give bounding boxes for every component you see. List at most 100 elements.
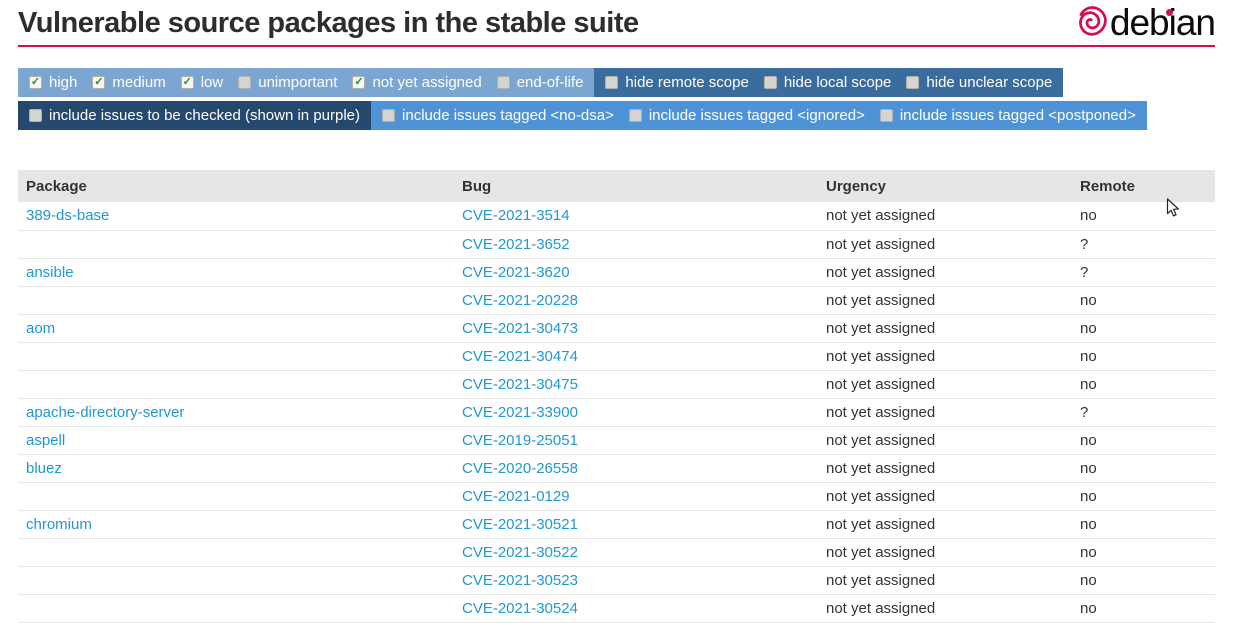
table-row: CVE-2021-3652 not yet assigned?	[18, 230, 1215, 259]
cve-link[interactable]: CVE-2021-30521	[462, 515, 578, 533]
urgency-cell: not yet assigned	[818, 202, 1072, 231]
urgency-cell: not yet assigned	[818, 538, 1072, 567]
bug-cell: CVE-2021-30524	[454, 594, 818, 623]
table-row: 389-ds-base CVE-2021-3514 not yet assigned…	[18, 202, 1215, 231]
package-link[interactable]: aom	[26, 319, 56, 337]
checkbox-icon[interactable]	[763, 76, 777, 89]
page-header: Vulnerable source packages in the stable…	[18, 0, 1216, 47]
package-link[interactable]: apache-directory-server	[26, 403, 185, 421]
package-link[interactable]: 389-ds-base	[26, 207, 110, 225]
filter-toggle-low[interactable]: ✓ low	[180, 74, 223, 91]
bug-cell: CVE-2021-30522	[454, 538, 818, 567]
vulnerable-packages-table: Package Bug Urgency Remote 389-ds-base CV…	[18, 170, 1215, 623]
checkbox-icon[interactable]	[605, 76, 619, 89]
cve-link[interactable]: CVE-2021-30475	[462, 375, 578, 393]
cve-link[interactable]: CVE-2021-30473	[462, 319, 578, 337]
filter-toggle-include-issues-to-be-checked-shown-in-purple[interactable]: include issues to be checked (shown in p…	[29, 107, 360, 124]
checkbox-icon[interactable]	[29, 109, 42, 122]
filter-toggle-end-of-life[interactable]: end-of-life	[496, 74, 584, 91]
debian-logo-text: debian	[1109, 2, 1216, 43]
package-link[interactable]: ansible	[26, 263, 74, 281]
remote-cell: no	[1072, 566, 1215, 595]
package-cell: aom	[18, 314, 454, 343]
bug-cell: CVE-2021-20228	[454, 286, 818, 315]
filter-toggle-include-issues-tagged-ignored[interactable]: include issues tagged <ignored>	[628, 107, 865, 124]
checkbox-icon[interactable]	[628, 109, 642, 122]
cve-link[interactable]: CVE-2021-3514	[462, 207, 570, 225]
filter-label: include issues to be checked (shown in p…	[49, 107, 361, 124]
cve-link[interactable]: CVE-2021-3652	[462, 235, 570, 253]
filter-toggle-hide-remote-scope[interactable]: hide remote scope	[605, 74, 749, 91]
checkbox-icon[interactable]	[382, 109, 396, 122]
urgency-cell: not yet assigned	[818, 426, 1072, 455]
table-body: 389-ds-base CVE-2021-3514 not yet assigned…	[18, 202, 1215, 623]
checkbox-icon[interactable]	[496, 76, 510, 89]
filter-bars: ✓ high ✓ medium ✓ low unimportant ✓ not yet assi…	[18, 68, 1233, 130]
urgency-cell: not yet assigned	[818, 510, 1072, 539]
checkbox-icon[interactable]: ✓	[180, 76, 194, 89]
urgency-cell: not yet assigned	[818, 398, 1072, 427]
remote-cell: no	[1072, 314, 1215, 343]
filter-toggle-medium[interactable]: ✓ medium	[92, 74, 166, 91]
cve-link[interactable]: CVE-2021-30523	[462, 571, 578, 589]
remote-cell: no	[1072, 202, 1215, 231]
bug-cell: CVE-2021-30473	[454, 314, 818, 343]
table-row: chromium CVE-2021-30521 not yet assigned no	[18, 510, 1215, 539]
cve-link[interactable]: CVE-2021-30524	[462, 599, 578, 617]
bug-cell: CVE-2020-26558	[454, 454, 818, 483]
urgency-cell: not yet assigned	[818, 258, 1072, 287]
remote-cell: ?	[1072, 258, 1215, 287]
remote-cell: ?	[1072, 230, 1215, 259]
cve-link[interactable]: CVE-2021-30522	[462, 543, 578, 561]
checkbox-icon[interactable]: ✓	[92, 76, 106, 89]
filter-bar: include issues to be checked (shown in p…	[18, 101, 1147, 130]
debian-logo: debian	[1075, 2, 1216, 44]
filter-label: hide unclear scope	[926, 74, 1053, 91]
cve-link[interactable]: CVE-2020-26558	[462, 459, 578, 477]
checkbox-icon[interactable]: ✓	[29, 76, 42, 89]
package-link[interactable]: chromium	[26, 515, 92, 533]
table-row: CVE-2021-0129 not yet assigned no	[18, 482, 1215, 511]
remote-cell: no	[1072, 286, 1215, 315]
filter-toggle-include-issues-tagged-no-dsa[interactable]: include issues tagged <no-dsa>	[382, 107, 614, 124]
filter-label: medium	[112, 74, 166, 91]
remote-cell: no	[1072, 510, 1215, 539]
filter-toggle-not-yet-assigned[interactable]: ✓ not yet assigned	[352, 74, 482, 91]
bug-cell: CVE-2021-3514	[454, 202, 818, 231]
urgency-cell: not yet assigned	[818, 230, 1072, 259]
cve-link[interactable]: CVE-2021-30474	[462, 347, 578, 365]
table-row: aom CVE-2021-30473 not yet assigned no	[18, 314, 1215, 343]
cve-link[interactable]: CVE-2021-33900	[462, 403, 578, 421]
checkbox-icon[interactable]	[238, 76, 252, 89]
filter-toggle-high[interactable]: ✓ high	[29, 74, 77, 91]
table-row: CVE-2021-30522 not yet assigned no	[18, 538, 1215, 567]
bug-cell: CVE-2021-30475	[454, 370, 818, 399]
filter-label: hide local scope	[783, 74, 892, 91]
filter-toggle-hide-unclear-scope[interactable]: hide unclear scope	[906, 74, 1052, 91]
cve-link[interactable]: CVE-2021-3620	[462, 263, 570, 281]
filter-label: hide remote scope	[625, 74, 749, 91]
package-cell: 389-ds-base	[18, 202, 454, 231]
cve-link[interactable]: CVE-2021-20228	[462, 291, 578, 309]
urgency-cell: not yet assigned	[818, 454, 1072, 483]
checkbox-icon[interactable]	[879, 109, 893, 122]
bug-cell: CVE-2019-25051	[454, 426, 818, 455]
checkbox-icon[interactable]	[906, 76, 920, 89]
filter-toggle-unimportant[interactable]: unimportant	[238, 74, 337, 91]
column-header-package: Package	[18, 170, 454, 202]
filter-label: end-of-life	[516, 74, 584, 91]
urgency-cell: not yet assigned	[818, 594, 1072, 623]
table-row: CVE-2021-30523 not yet assigned no	[18, 566, 1215, 595]
urgency-cell: not yet assigned	[818, 286, 1072, 315]
filter-toggle-include-issues-tagged-postponed[interactable]: include issues tagged <postponed>	[879, 107, 1136, 124]
package-link[interactable]: aspell	[26, 431, 66, 449]
package-link[interactable]: bluez	[26, 459, 62, 477]
checkbox-icon[interactable]: ✓	[352, 76, 366, 89]
cve-link[interactable]: CVE-2021-0129	[462, 487, 570, 505]
remote-cell: no	[1072, 454, 1215, 483]
urgency-cell: not yet assigned	[818, 566, 1072, 595]
cve-link[interactable]: CVE-2019-25051	[462, 431, 578, 449]
filter-toggle-hide-local-scope[interactable]: hide local scope	[763, 74, 892, 91]
bug-cell: CVE-2021-0129	[454, 482, 818, 511]
table-row: CVE-2021-30474 not yet assigned no	[18, 342, 1215, 371]
